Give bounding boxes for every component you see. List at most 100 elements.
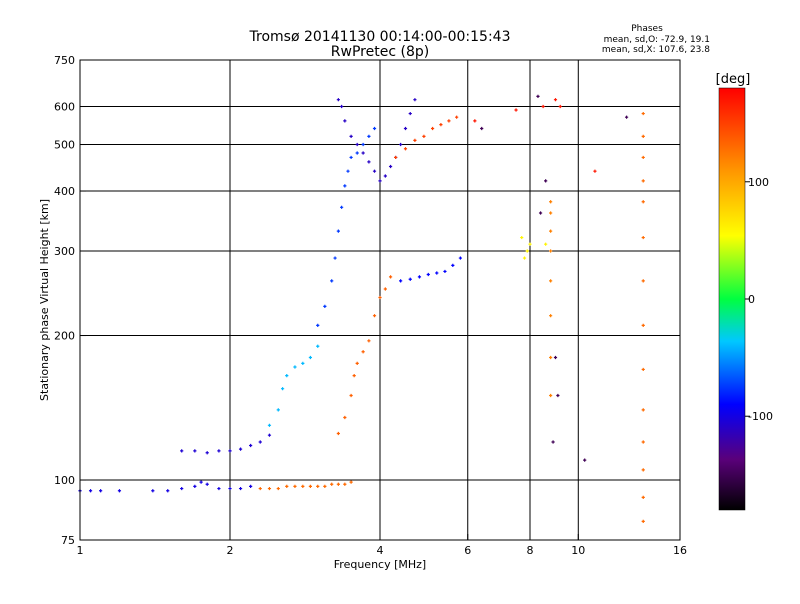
- data-point: [193, 484, 197, 488]
- data-point: [228, 449, 232, 453]
- data-point: [514, 108, 518, 112]
- y-tick-label: 75: [61, 534, 75, 547]
- data-point: [330, 279, 334, 283]
- colorbar-tick-label: 100: [748, 176, 769, 189]
- data-point: [641, 111, 645, 116]
- data-point: [323, 484, 327, 488]
- data-point: [352, 374, 356, 378]
- data-point: [301, 361, 305, 365]
- grid-lines: [80, 60, 680, 540]
- data-point: [267, 433, 272, 437]
- data-point: [330, 482, 334, 486]
- data-point: [372, 314, 377, 318]
- data-point: [372, 169, 377, 173]
- data-point: [641, 408, 645, 412]
- colorbar-label: [deg]: [716, 72, 751, 87]
- data-point: [383, 287, 387, 291]
- x-tick-label: 10: [571, 544, 585, 557]
- data-point: [293, 484, 297, 488]
- data-point: [525, 249, 529, 253]
- data-point: [430, 126, 435, 131]
- data-point: [336, 431, 340, 436]
- data-point: [624, 115, 629, 119]
- data-point: [593, 169, 597, 173]
- data-point: [443, 269, 447, 274]
- data-point: [308, 355, 313, 360]
- data-point: [556, 393, 560, 398]
- data-point: [205, 482, 209, 486]
- data-point: [316, 344, 320, 348]
- chart-subtitle: RwPretec (8p): [331, 44, 429, 60]
- data-point: [413, 98, 417, 102]
- x-tick-label: 8: [527, 544, 534, 557]
- data-point: [333, 256, 337, 260]
- data-point: [180, 486, 184, 491]
- data-point: [258, 440, 262, 444]
- data-point: [180, 449, 184, 453]
- data-point: [528, 242, 532, 246]
- x-tick-label: 1: [77, 544, 84, 557]
- data-point: [549, 279, 553, 283]
- x-tick-label: 4: [377, 544, 384, 557]
- data-point: [641, 367, 645, 372]
- data-point: [583, 458, 587, 462]
- data-point: [361, 151, 365, 155]
- colorbar-tick-label: 0: [748, 293, 755, 306]
- data-point: [544, 179, 548, 183]
- colorbar-ticks: 100 0 -100: [745, 176, 773, 423]
- y-axis-label: Stationary phase Virtual Height [km]: [38, 199, 51, 401]
- data-point: [293, 365, 297, 369]
- data-point: [280, 387, 285, 391]
- y-tick-label: 750: [54, 54, 75, 67]
- data-point: [367, 134, 371, 138]
- data-point: [426, 272, 430, 277]
- data-point: [399, 279, 403, 283]
- data-point: [549, 393, 553, 398]
- data-point: [413, 138, 417, 142]
- x-tick-label: 6: [464, 544, 471, 557]
- data-point: [641, 323, 645, 327]
- x-axis-ticks: 1 2 4 6 8 10 16: [77, 534, 687, 557]
- y-tick-label: 300: [54, 245, 75, 258]
- data-point: [422, 134, 426, 138]
- data-point: [641, 440, 645, 444]
- data-point: [151, 489, 155, 493]
- data-point: [473, 119, 477, 123]
- data-point: [316, 484, 320, 488]
- y-tick-label: 200: [54, 330, 75, 343]
- phase-box-line-o: mean, sd,O: -72.9, 19.1: [604, 35, 710, 45]
- data-point: [408, 277, 412, 281]
- data-point: [394, 155, 398, 160]
- data-point: [258, 486, 262, 491]
- data-point: [553, 98, 558, 102]
- data-point: [536, 94, 540, 98]
- data-point: [349, 155, 353, 160]
- data-point: [88, 489, 93, 493]
- data-point: [641, 155, 645, 160]
- data-point: [388, 275, 393, 279]
- colorbar: [718, 87, 746, 511]
- data-point: [549, 249, 553, 253]
- data-point: [435, 271, 439, 275]
- data-point: [340, 104, 344, 109]
- data-point: [276, 486, 280, 491]
- data-point: [323, 304, 327, 308]
- data-point: [343, 119, 347, 123]
- data-point: [439, 123, 443, 127]
- data-point: [228, 486, 232, 491]
- data-point: [349, 393, 353, 398]
- data-point: [553, 355, 558, 360]
- data-point: [549, 229, 553, 233]
- phase-box-heading: Phases: [631, 24, 663, 34]
- data-point: [285, 484, 289, 488]
- data-point: [403, 147, 408, 151]
- data-point: [447, 119, 451, 123]
- data-point: [217, 486, 221, 491]
- data-point: [285, 374, 289, 378]
- y-axis-ticks: 75 100 200 300 400 500 600 750: [54, 54, 86, 547]
- data-point: [641, 519, 645, 523]
- y-tick-label: 500: [54, 139, 75, 152]
- data-point: [336, 482, 340, 486]
- data-point: [355, 151, 359, 155]
